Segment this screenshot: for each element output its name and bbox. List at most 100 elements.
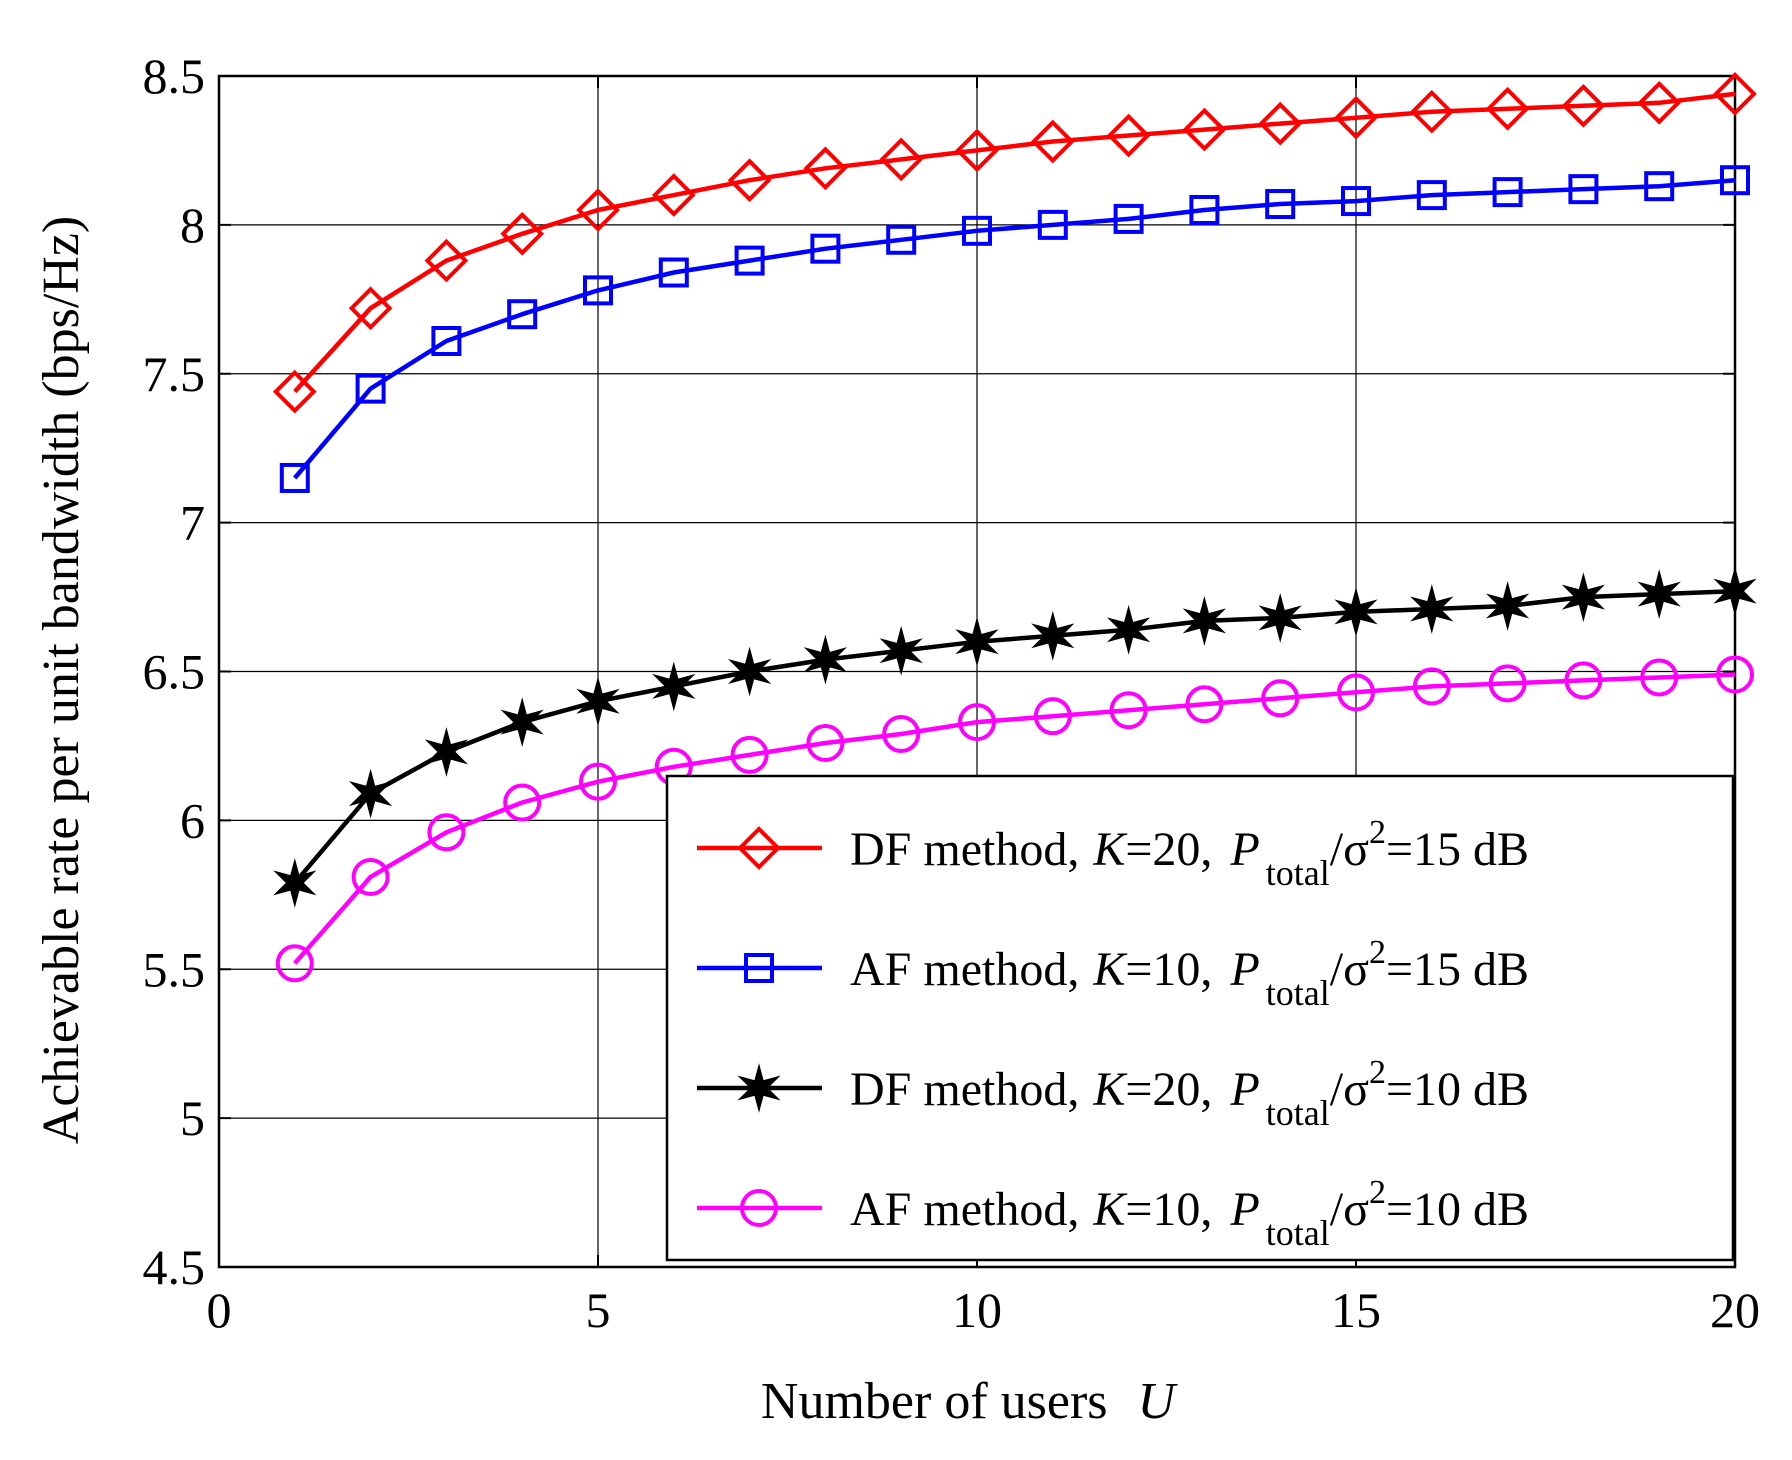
y-tick-label: 8: [180, 197, 205, 253]
data-point: [1492, 177, 1523, 208]
legend-marker: [737, 826, 781, 870]
data-point: [424, 726, 469, 777]
data-point: [730, 735, 769, 774]
data-point: [1337, 673, 1375, 712]
y-tick-label: 5.5: [143, 941, 206, 997]
x-tick-label: 20: [1710, 1282, 1760, 1338]
data-point: [1265, 189, 1296, 220]
y-tick-label: 7.5: [143, 346, 206, 402]
data-point: [1182, 107, 1227, 152]
data-point: [576, 676, 620, 727]
data-point: [1637, 569, 1681, 620]
legend-marker: [737, 1063, 781, 1113]
data-point: [803, 146, 848, 191]
data-point: [1189, 194, 1220, 225]
legend-marker: [744, 953, 774, 983]
x-tick-label: 5: [586, 1282, 611, 1338]
data-point: [1031, 610, 1075, 661]
data-point: [1258, 592, 1302, 643]
y-tick-label: 8.5: [143, 48, 206, 104]
data-point: [351, 857, 390, 896]
data-point: [955, 128, 999, 173]
data-point: [886, 224, 917, 255]
data-point: [1637, 80, 1682, 125]
data-point: [810, 233, 841, 264]
data-point: [576, 188, 620, 232]
data-point: [500, 697, 544, 748]
data-point: [1033, 697, 1072, 736]
data-point: [1037, 209, 1068, 240]
data-point: [1412, 667, 1451, 706]
data-point: [727, 646, 772, 697]
data-point: [882, 715, 921, 754]
x-tick-label: 15: [1331, 1282, 1381, 1338]
data-point: [1334, 95, 1378, 140]
data-point: [1106, 604, 1151, 655]
data-point: [355, 373, 386, 404]
data-point: [958, 703, 996, 742]
data-point: [1564, 661, 1603, 700]
data-point: [955, 616, 999, 667]
data-point: [803, 634, 848, 685]
data-point: [1644, 171, 1675, 202]
data-point: [1410, 584, 1454, 634]
series-line: [293, 588, 1736, 885]
data-point: [806, 723, 845, 762]
axis-ticks: 0 5 10 15 20 4.5 5 5.5 6 6.5 7 7.5 8 8.5: [143, 48, 1761, 1338]
y-tick-label: 6.5: [143, 644, 206, 700]
series-2: [279, 165, 1750, 493]
data-point: [658, 257, 689, 288]
data-point: [503, 783, 542, 822]
data-point: [348, 768, 393, 819]
series-line: [293, 672, 1736, 965]
data-point: [1488, 664, 1527, 703]
data-point: [1182, 595, 1227, 646]
data-point: [1713, 566, 1757, 617]
data-point: [273, 857, 317, 908]
data-point: [1640, 658, 1679, 697]
data-point: [1113, 203, 1144, 234]
data-point: [579, 762, 617, 801]
series-4: [275, 655, 1754, 983]
data-point: [879, 137, 924, 182]
y-tick-label: 6: [180, 792, 205, 848]
data-point: [500, 211, 545, 256]
data-point: [272, 369, 317, 414]
series-3: [273, 566, 1757, 908]
data-point: [427, 813, 466, 852]
data-point: [651, 173, 696, 217]
data-point: [1409, 89, 1454, 134]
data-point: [348, 286, 393, 331]
data-point: [1185, 685, 1224, 724]
data-point: [424, 238, 469, 283]
x-tick-label: 0: [207, 1282, 232, 1338]
data-point: [1416, 180, 1447, 211]
data-point: [1713, 72, 1757, 116]
data-point: [1716, 655, 1754, 694]
x-tick-label: 10: [952, 1282, 1002, 1338]
series-group: [272, 72, 1757, 983]
y-axis-title: Achievable rate per unit bandwidth (bps/…: [33, 216, 90, 1144]
data-point: [1561, 572, 1606, 623]
y-tick-label: 7: [180, 495, 205, 551]
data-point: [962, 215, 992, 246]
data-point: [1261, 679, 1300, 718]
data-point: [279, 462, 310, 493]
x-axis-title: Number of users U: [761, 1373, 1179, 1430]
legend-box: [665, 774, 1735, 1262]
data-point: [431, 325, 462, 356]
data-point: [1341, 186, 1371, 217]
data-point: [1334, 586, 1378, 637]
data-point: [1568, 174, 1599, 205]
data-point: [583, 275, 613, 306]
y-tick-label: 4.5: [143, 1239, 206, 1295]
data-point: [1485, 86, 1530, 131]
